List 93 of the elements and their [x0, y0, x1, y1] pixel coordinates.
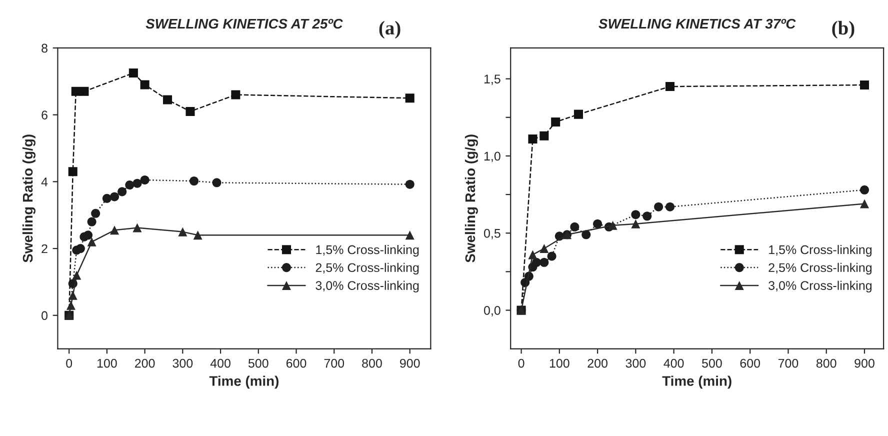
text: (b) [832, 20, 854, 39]
point [574, 110, 583, 119]
y-axis-title: Swelling Ratio (g/g) [22, 134, 36, 262]
point [593, 219, 602, 228]
point [66, 300, 76, 310]
x-tick-label: 100 [97, 358, 117, 368]
x-axis-title: Time (min) [209, 376, 278, 389]
point [68, 167, 78, 176]
point [540, 258, 549, 267]
y-tick-label: 1,5 [484, 74, 500, 85]
y-tick-label: 4 [41, 178, 48, 186]
point [87, 217, 96, 226]
point [405, 180, 414, 189]
point [186, 106, 195, 116]
x-tick-label: 800 [816, 358, 836, 368]
x-tick-label: 200 [588, 358, 608, 368]
point [132, 178, 142, 188]
point [68, 290, 78, 300]
point [193, 230, 202, 240]
legend-label: 2,5% Cross-linking [768, 262, 872, 275]
point [570, 222, 580, 232]
point [860, 199, 870, 208]
point [140, 80, 150, 90]
x-tick-label: 900 [400, 358, 420, 368]
point [178, 227, 188, 236]
y-axis-title: Swelling Ratio (g/g) [464, 134, 478, 262]
point [665, 202, 675, 212]
point [631, 210, 640, 220]
point [125, 180, 134, 190]
point [110, 192, 120, 202]
point [231, 90, 240, 100]
legend-label: 2,5% Cross-linking [316, 262, 419, 275]
point [528, 134, 538, 144]
point [91, 208, 100, 218]
legend-label: 1,5% Cross-linking [769, 244, 872, 257]
x-tick-label: 700 [778, 358, 798, 368]
x-tick-label: 700 [324, 358, 344, 368]
point [654, 202, 664, 212]
x-tick-label: 600 [740, 358, 760, 368]
legend-label: 3,0% Cross-linking [316, 280, 419, 292]
point [547, 252, 556, 261]
x-tick-label: 0 [66, 358, 72, 368]
point [860, 80, 870, 90]
chart-title: SWELLING KINETICS AT 37ºC [598, 18, 796, 29]
point [80, 86, 89, 96]
y-tick-label: 0,0 [484, 306, 500, 316]
point [190, 176, 199, 186]
point [540, 131, 549, 140]
x-tick-label: 500 [702, 358, 722, 368]
y-tick-label: 8 [42, 44, 48, 53]
point [132, 223, 142, 232]
x-tick-label: 400 [210, 358, 230, 368]
x-tick-label: 900 [854, 358, 874, 368]
point [642, 212, 652, 221]
legend-label: 3,0% Cross-linking [768, 280, 872, 292]
point [551, 118, 560, 127]
point [128, 68, 138, 78]
point [118, 187, 127, 196]
y-tick-label: 0,5 [484, 228, 500, 240]
point [87, 237, 96, 246]
x-tick-label: 500 [248, 358, 268, 368]
x-tick-label: 0 [518, 358, 524, 368]
point [102, 194, 112, 203]
x-tick-label: 200 [135, 358, 155, 368]
y-tick-label: 1,0 [484, 152, 500, 162]
x-tick-label: 400 [664, 358, 684, 368]
point [631, 219, 640, 228]
point [608, 220, 618, 230]
x-tick-label: 600 [286, 358, 306, 368]
point [110, 226, 120, 235]
x-tick-label: 300 [626, 358, 646, 368]
y-tick-label: 2 [42, 244, 48, 254]
point [860, 185, 870, 194]
point [405, 230, 414, 240]
point [212, 178, 222, 188]
chart-title: SWELLING KINETICS AT 25ºC [146, 18, 343, 29]
point [83, 230, 93, 240]
x-tick-label: 800 [362, 358, 382, 368]
x-tick-label: 300 [172, 358, 193, 368]
x-tick-label: 100 [550, 358, 570, 368]
point [665, 82, 675, 92]
point [405, 94, 414, 103]
point [140, 175, 150, 185]
text: (a) [379, 20, 400, 39]
x-axis-title: Time (min) [662, 376, 732, 389]
y-tick-label: 6 [42, 110, 48, 120]
point [72, 270, 82, 280]
legend-label: 1,5% Cross-linking [316, 244, 419, 257]
y-tick-label: 0 [42, 311, 48, 320]
point [76, 244, 85, 254]
point [528, 250, 538, 260]
point [163, 95, 172, 104]
point [540, 244, 549, 254]
